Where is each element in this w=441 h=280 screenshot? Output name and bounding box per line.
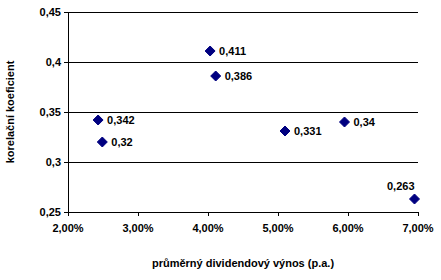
x-tick-label: 3,00% [122, 222, 153, 234]
data-label: 0,263 [387, 180, 415, 192]
y-axis-title: korelační koeficient [4, 60, 16, 163]
x-tick-label: 2,00% [52, 222, 83, 234]
grid-line [68, 12, 418, 13]
x-tick [278, 212, 279, 216]
data-label: 0,342 [107, 114, 135, 126]
y-tick-label: 0,4 [46, 56, 62, 68]
y-tick-label: 0,45 [40, 6, 61, 18]
grid-line [68, 212, 418, 213]
data-label: 0,386 [225, 70, 253, 82]
x-tick [348, 212, 349, 216]
y-tick [64, 62, 68, 63]
data-label: 0,34 [354, 116, 376, 128]
y-axis [68, 12, 69, 212]
x-tick [418, 212, 419, 216]
data-label: 0,411 [219, 45, 246, 57]
point [340, 117, 350, 127]
data-label: 0,331 [294, 125, 322, 137]
point [211, 71, 221, 81]
point [93, 115, 103, 125]
x-tick [138, 212, 139, 216]
x-tick-label: 5,00% [262, 222, 293, 234]
y-tick [64, 112, 68, 113]
grid-line [68, 162, 418, 163]
x-axis-title: průměrný dividendový výnos (p.a.) [152, 257, 334, 269]
point [97, 137, 107, 147]
grid-line [68, 112, 418, 113]
y-tick-label: 0,35 [40, 106, 61, 118]
y-tick-label: 0,3 [46, 156, 61, 168]
x-axis [68, 212, 418, 213]
y-tick-label: 0,25 [40, 206, 61, 218]
x-tick-label: 6,00% [332, 222, 363, 234]
points [93, 46, 419, 204]
data-label: 0,32 [111, 136, 132, 148]
point [205, 46, 215, 56]
point [280, 126, 290, 136]
x-tick-label: 7,00% [402, 222, 433, 234]
grid-line [68, 62, 418, 63]
x-tick-label: 4,00% [192, 222, 223, 234]
y-tick [64, 12, 68, 13]
point [410, 194, 420, 204]
y-tick [64, 162, 68, 163]
chart: 0,25 0,3 0,35 0,4 0,45 2,00% 3,00% 4,00% 5,00% 6,… [0, 0, 441, 280]
x-tick [208, 212, 209, 216]
y-tick [64, 212, 68, 213]
x-tick [68, 212, 69, 216]
